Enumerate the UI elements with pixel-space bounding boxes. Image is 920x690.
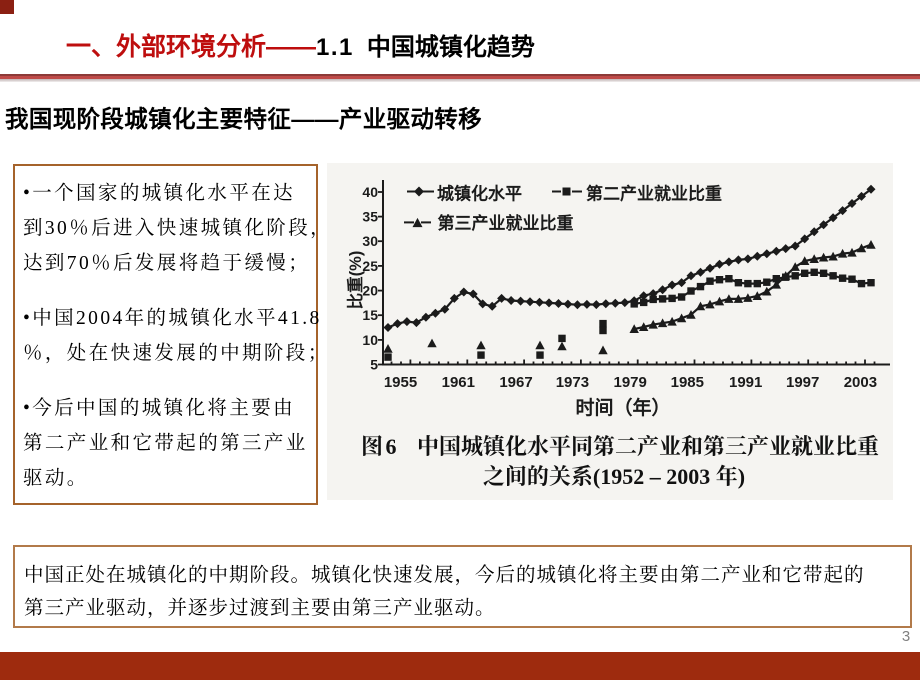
svg-text:时间（年）: 时间（年） xyxy=(575,396,670,419)
svg-text:35: 35 xyxy=(362,209,378,225)
svg-text:1973: 1973 xyxy=(556,374,589,391)
svg-text:1967: 1967 xyxy=(499,374,532,391)
svg-text:1991: 1991 xyxy=(729,374,762,391)
svg-text:第三产业就业比重: 第三产业就业比重 xyxy=(438,213,574,233)
svg-text:1997: 1997 xyxy=(786,374,819,391)
svg-text:1979: 1979 xyxy=(614,374,647,391)
svg-text:40: 40 xyxy=(362,184,378,200)
svg-text:20: 20 xyxy=(362,283,378,299)
svg-text:第二产业就业比重: 第二产业就业比重 xyxy=(586,184,722,204)
svg-text:6: 6 xyxy=(386,434,397,459)
svg-text:1985: 1985 xyxy=(671,374,704,391)
svg-text:25: 25 xyxy=(362,258,378,274)
svg-text:30: 30 xyxy=(362,233,378,249)
svg-text:1955: 1955 xyxy=(384,374,417,391)
svg-text:2003: 2003 xyxy=(844,374,877,391)
svg-text:比重(%): 比重(%) xyxy=(345,251,365,310)
svg-text:之间的关系(1952 – 2003 年): 之间的关系(1952 – 2003 年) xyxy=(483,464,745,489)
svg-text:图: 图 xyxy=(361,434,383,459)
svg-text:城镇化水平: 城镇化水平 xyxy=(437,184,522,204)
svg-text:10: 10 xyxy=(362,332,378,348)
svg-text:15: 15 xyxy=(362,307,378,323)
svg-text:中国城镇化水平同第二产业和第三产业就业比重: 中国城镇化水平同第二产业和第三产业就业比重 xyxy=(417,434,879,459)
svg-text:1961: 1961 xyxy=(442,374,475,391)
svg-text:5: 5 xyxy=(370,357,378,373)
